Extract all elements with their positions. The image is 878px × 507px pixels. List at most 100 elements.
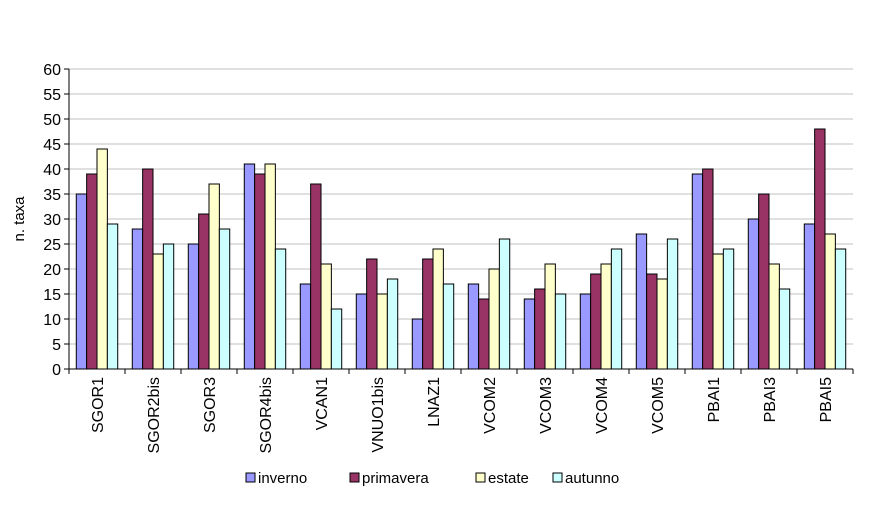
bar-estate-VCAN1: [320, 263, 332, 370]
bar-inverno-SGOR2bis: [131, 228, 144, 370]
bar-inverno-VCAN1: [299, 283, 312, 370]
bar-estate-PBAI1: [712, 253, 724, 370]
bar-estate-PBAI5: [824, 233, 836, 370]
bar-estate-LNAZ1: [432, 248, 444, 370]
x-category-label: VCAN1: [314, 377, 331, 430]
bar-estate-VCOM4: [600, 263, 612, 370]
bar-estate-VCOM2: [488, 268, 500, 370]
y-tick-label: 45: [43, 137, 61, 154]
bars: [75, 128, 847, 370]
legend-swatch-autunno: [552, 472, 563, 483]
y-tick-label: 30: [43, 212, 61, 229]
y-tick-label: 50: [43, 112, 61, 129]
bar-primavera-SGOR2bis: [142, 168, 154, 370]
legend: inverno primavera estate autunno: [245, 470, 619, 487]
x-category-label: SGOR1: [90, 377, 107, 433]
x-category-label: VCOM2: [482, 377, 499, 434]
bar-estate-VCOM5: [656, 278, 668, 370]
y-axis-title: n. taxa: [11, 196, 28, 242]
bar-primavera-PBAI5: [814, 128, 826, 370]
bar-autunno-VCOM3: [554, 293, 567, 370]
bar-autunno-PBAI1: [722, 248, 735, 370]
bar-autunno-VCOM5: [666, 238, 679, 370]
x-category-label: VNUO1bis: [370, 377, 387, 453]
bar-estate-PBAI3: [768, 263, 780, 370]
bar-primavera-VNUO1bis: [366, 258, 378, 370]
x-category-label: SGOR2bis: [146, 377, 163, 453]
x-category-labels: SGOR1 SGOR2bis SGOR3 SGOR4bis VCAN1 VNUO1bis L…: [90, 377, 835, 454]
bar-inverno-VCOM4: [579, 293, 592, 370]
legend-label-primavera: primavera: [362, 470, 429, 487]
x-category-label: VCOM5: [650, 377, 667, 434]
legend-label-autunno: autunno: [565, 470, 619, 487]
x-category-label: VCOM3: [538, 377, 555, 434]
x-category-label: PBAI3: [762, 377, 779, 422]
y-tick-label: 40: [43, 162, 61, 179]
bar-estate-SGOR1: [96, 148, 108, 370]
bar-autunno-SGOR4bis: [274, 248, 287, 370]
y-tick-label: 0: [52, 362, 61, 379]
bar-autunno-VNUO1bis: [386, 278, 399, 370]
bar-autunno-VCAN1: [330, 308, 343, 370]
bar-estate-SGOR2bis: [152, 253, 164, 370]
x-category-label: PBAI5: [818, 377, 835, 422]
bar-inverno-PBAI5: [803, 223, 816, 370]
y-tick-label: 20: [43, 262, 61, 279]
bar-estate-SGOR3: [208, 183, 220, 370]
bar-autunno-PBAI3: [778, 288, 791, 370]
bar-primavera-PBAI3: [758, 193, 770, 370]
y-tick-label: 55: [43, 87, 61, 104]
x-category-label: LNAZ1: [426, 377, 443, 427]
x-category-label: VCOM4: [594, 377, 611, 434]
x-category-label: SGOR4bis: [258, 377, 275, 453]
bar-inverno-SGOR4bis: [243, 163, 256, 370]
bar-inverno-VCOM2: [467, 283, 480, 370]
bar-primavera-VCAN1: [310, 183, 322, 370]
bar-autunno-SGOR1: [106, 223, 119, 370]
bar-primavera-PBAI1: [702, 168, 714, 370]
legend-swatch-estate: [475, 472, 486, 483]
x-category-label: SGOR3: [202, 377, 219, 433]
bar-estate-VCOM3: [544, 263, 556, 370]
bar-inverno-PBAI1: [691, 173, 704, 370]
bar-primavera-SGOR3: [198, 213, 210, 370]
bar-primavera-VCOM5: [646, 273, 658, 370]
bar-inverno-LNAZ1: [411, 318, 424, 370]
bar-inverno-SGOR1: [75, 193, 88, 370]
bar-autunno-LNAZ1: [442, 283, 455, 370]
legend-label-estate: estate: [488, 470, 529, 487]
y-tick-label: 60: [43, 62, 61, 79]
bar-inverno-VCOM5: [635, 233, 648, 370]
bar-primavera-VCOM3: [534, 288, 546, 370]
bar-autunno-VCOM4: [610, 248, 623, 370]
gridlines: [69, 68, 853, 345]
bar-primavera-SGOR1: [86, 173, 98, 370]
bar-primavera-LNAZ1: [422, 258, 434, 370]
bar-autunno-PBAI5: [834, 248, 847, 370]
bar-primavera-SGOR4bis: [254, 173, 266, 370]
bar-primavera-VCOM2: [478, 298, 490, 370]
bar-inverno-VCOM3: [523, 298, 536, 370]
bar-autunno-SGOR2bis: [162, 243, 175, 370]
bar-autunno-VCOM2: [498, 238, 511, 370]
y-tick-label: 15: [43, 287, 61, 304]
bar-autunno-SGOR3: [218, 228, 231, 370]
bar-inverno-VNUO1bis: [355, 293, 368, 370]
y-tick-label: 25: [43, 237, 61, 254]
legend-label-inverno: inverno: [258, 470, 307, 487]
bar-estate-SGOR4bis: [264, 163, 276, 370]
bar-inverno-SGOR3: [187, 243, 200, 370]
y-tick-label: 10: [43, 312, 61, 329]
y-tick-label: 35: [43, 187, 61, 204]
y-tick-label: 5: [52, 337, 61, 354]
bar-inverno-PBAI3: [747, 218, 760, 370]
y-tick-labels: 0 5 10 15 20 25 30 35 40 45 50 55 60: [43, 62, 61, 379]
legend-swatch-primavera: [349, 472, 360, 483]
bar-estate-VNUO1bis: [376, 293, 388, 370]
x-category-label: PBAI1: [706, 377, 723, 422]
axes: [64, 68, 854, 374]
legend-swatch-inverno: [245, 472, 256, 483]
bar-primavera-VCOM4: [590, 273, 602, 370]
